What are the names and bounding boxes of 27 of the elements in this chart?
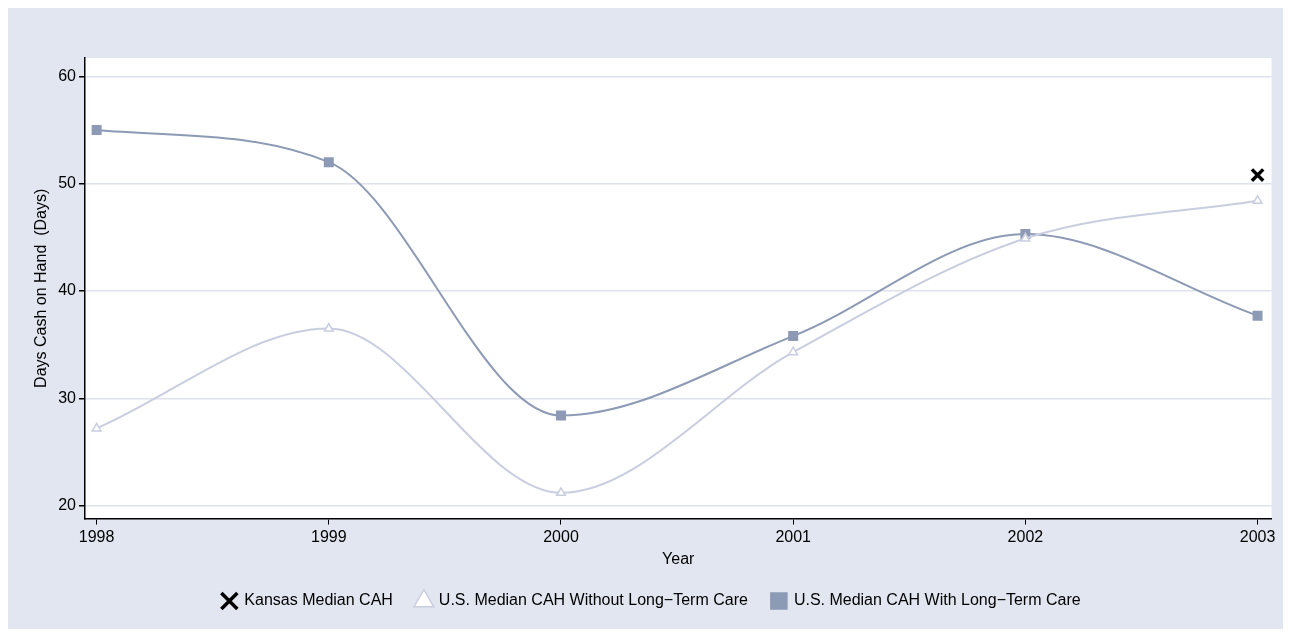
point: [91, 422, 102, 432]
point: [788, 331, 799, 342]
x-axis-title: Year: [662, 549, 696, 567]
point: [788, 346, 799, 356]
y-tick-label: 40: [58, 281, 77, 299]
point: [556, 410, 566, 421]
y-tick-label: 50: [58, 174, 77, 192]
point: [1252, 195, 1263, 205]
y-tick-label: 30: [58, 388, 77, 406]
point: [1250, 167, 1265, 183]
point: [555, 487, 567, 497]
legend-label: U.S. Median CAH With Long−Term Care: [793, 591, 1081, 609]
x-tick-label: 2002: [1007, 527, 1044, 545]
y-tick-label: 20: [58, 496, 77, 514]
x-tick-label: 2001: [775, 527, 812, 545]
point: [323, 157, 334, 168]
y-axis-title: Days Cash on Hand (Days): [32, 188, 50, 388]
point: [323, 322, 334, 332]
x-tick-label: 2000: [543, 527, 579, 545]
x-tick-label: 1999: [311, 527, 347, 545]
legend-label: U.S. Median CAH Without Long−Term Care: [438, 591, 748, 609]
y-tick-label: 60: [58, 66, 77, 84]
legend-label: Kansas Median CAH: [244, 591, 393, 609]
point: [1252, 310, 1263, 321]
x-tick-label: 2003: [1239, 527, 1276, 545]
x-tick-label: 1998: [78, 527, 115, 545]
point: [91, 124, 102, 135]
